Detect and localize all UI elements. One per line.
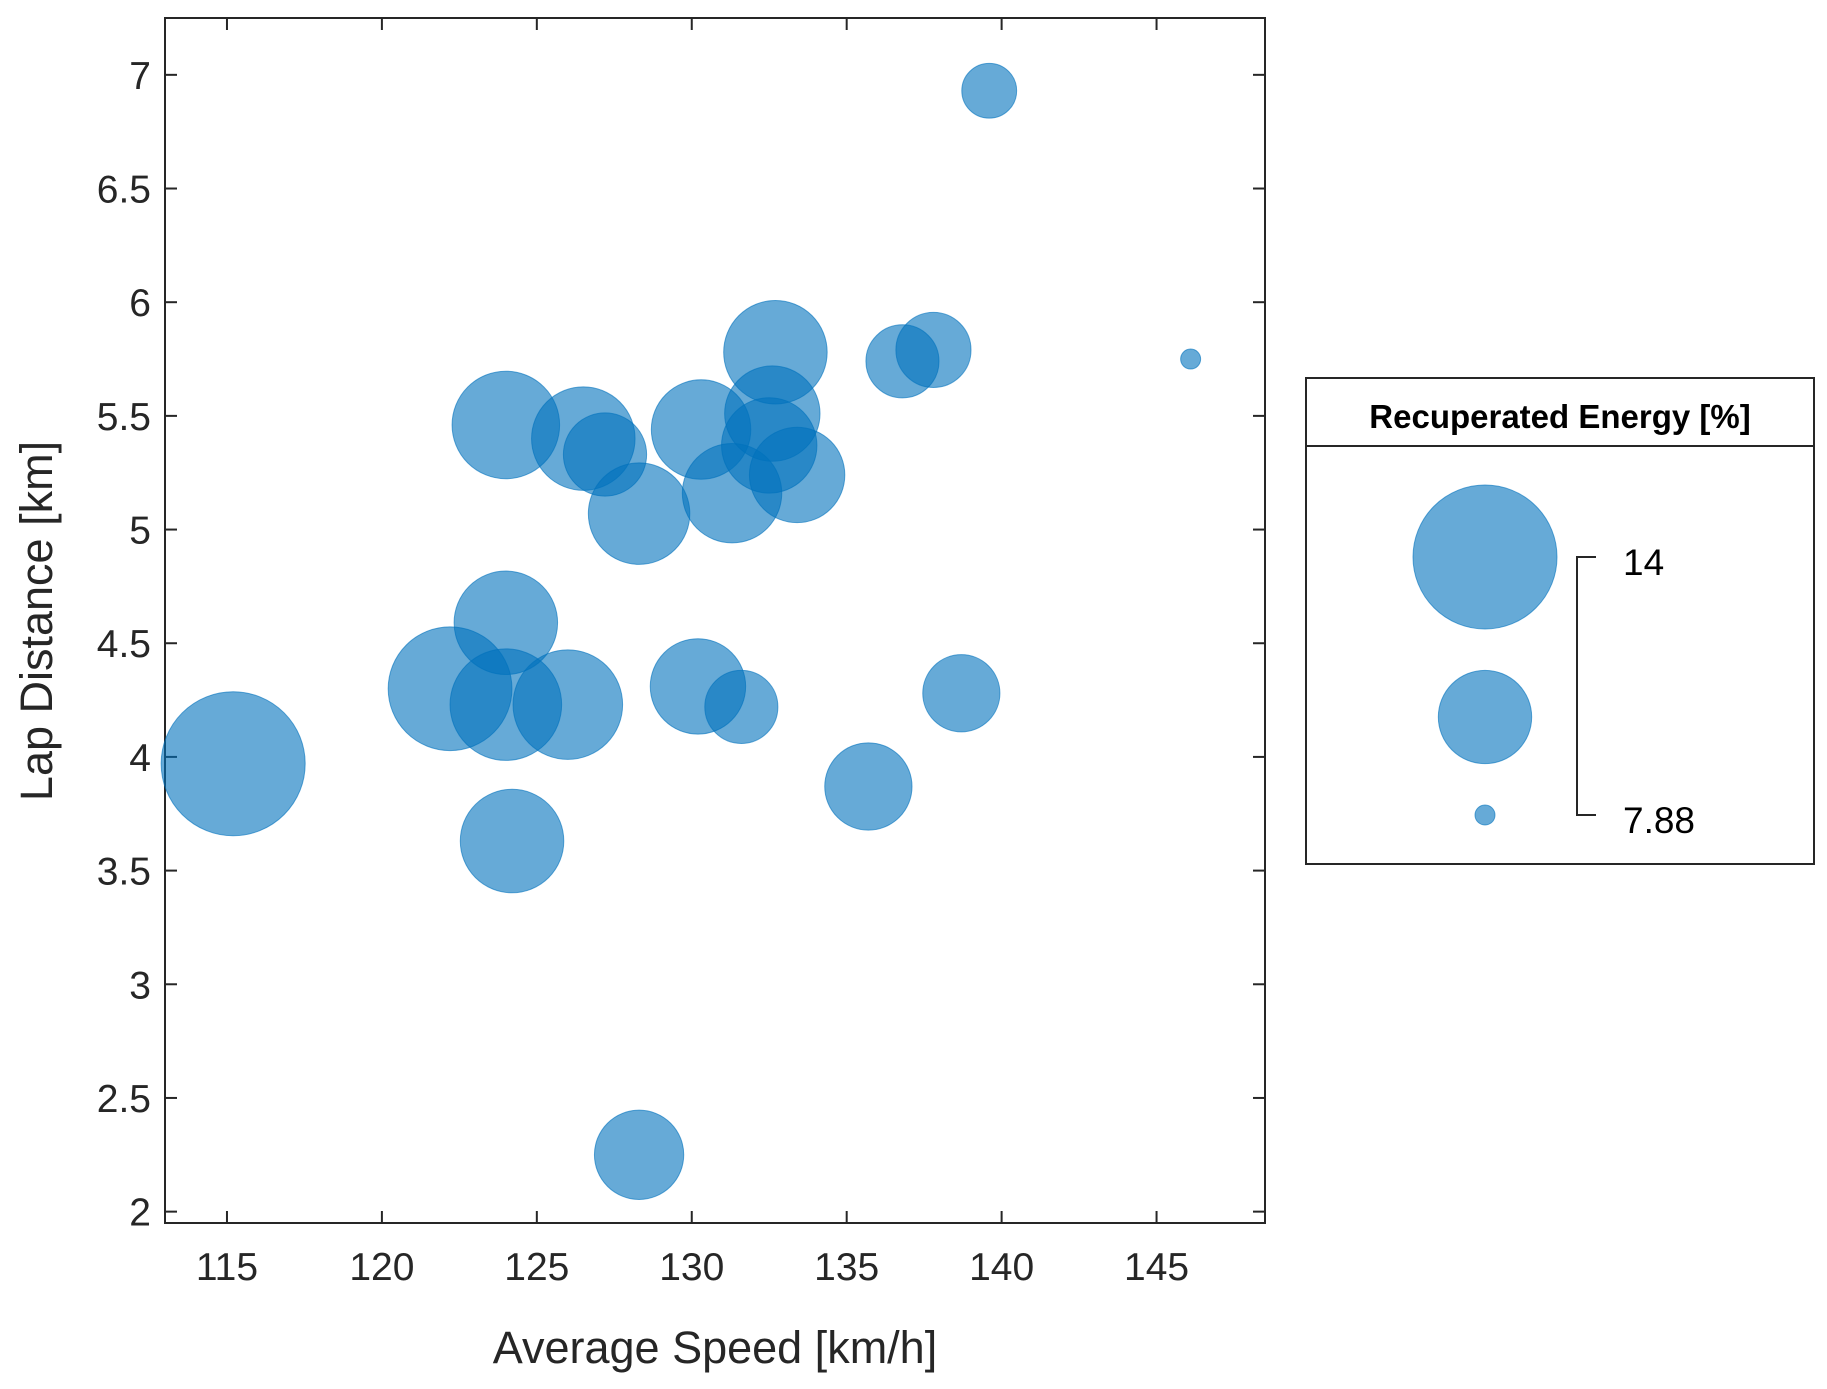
y-tick-label: 2.5	[97, 1078, 151, 1121]
legend-bracket	[1576, 556, 1596, 816]
y-tick-label: 2	[129, 1192, 151, 1235]
plot-area	[164, 17, 1266, 1224]
bubble-series	[160, 62, 1202, 1200]
x-tick-label: 145	[1124, 1246, 1189, 1289]
x-axis-title: Average Speed [km/h]	[493, 1322, 937, 1373]
x-tick-label: 140	[969, 1246, 1034, 1289]
data-bubble	[748, 426, 846, 524]
x-tick-label: 130	[659, 1246, 724, 1289]
data-bubble	[922, 654, 1001, 733]
x-tick-label: 120	[349, 1246, 414, 1289]
data-bubble	[704, 669, 779, 744]
data-bubble	[895, 311, 972, 388]
y-tick-label: 4	[129, 737, 151, 780]
data-bubble	[824, 742, 913, 831]
x-tick-label: 125	[504, 1246, 569, 1289]
legend-bubbles	[1412, 484, 1558, 826]
data-bubble	[593, 1109, 685, 1200]
data-bubble	[723, 299, 828, 405]
x-tick-label: 115	[196, 1246, 258, 1289]
y-axis-ticks: 2 2.5 3 3.5 4 4.5 5 5.5 6 6.5 7	[97, 55, 1265, 1235]
x-axis-ticks: 115 120 125 130 135 140 145	[196, 18, 1189, 1289]
y-axis-title: Lap Distance [km]	[11, 441, 62, 801]
legend-bubble	[1437, 669, 1533, 765]
y-tick-label: 5.5	[97, 396, 151, 439]
data-bubble	[459, 788, 565, 894]
y-tick-label: 3.5	[97, 851, 151, 894]
data-bubble	[961, 62, 1018, 119]
legend-bubble	[1412, 484, 1558, 630]
x-tick-label: 135	[814, 1246, 879, 1289]
y-tick-label: 6	[129, 282, 151, 325]
legend-max-label: 14	[1623, 542, 1664, 583]
legend-bubble	[1474, 804, 1496, 826]
data-bubble	[160, 691, 306, 837]
legend-box	[1305, 377, 1815, 865]
y-tick-label: 5	[129, 510, 151, 553]
legend-min-label: 7.88	[1623, 800, 1695, 841]
y-tick-label: 6.5	[97, 169, 151, 212]
y-tick-label: 4.5	[97, 623, 151, 666]
size-legend: Recuperated Energy [%] 14 7.88	[1305, 377, 1815, 865]
data-bubble	[1180, 348, 1202, 370]
data-bubble	[512, 649, 624, 760]
y-tick-label: 3	[129, 964, 151, 1007]
legend-title: Recuperated Energy [%]	[1369, 398, 1750, 435]
data-bubble	[587, 462, 691, 565]
y-tick-label: 7	[129, 55, 151, 98]
